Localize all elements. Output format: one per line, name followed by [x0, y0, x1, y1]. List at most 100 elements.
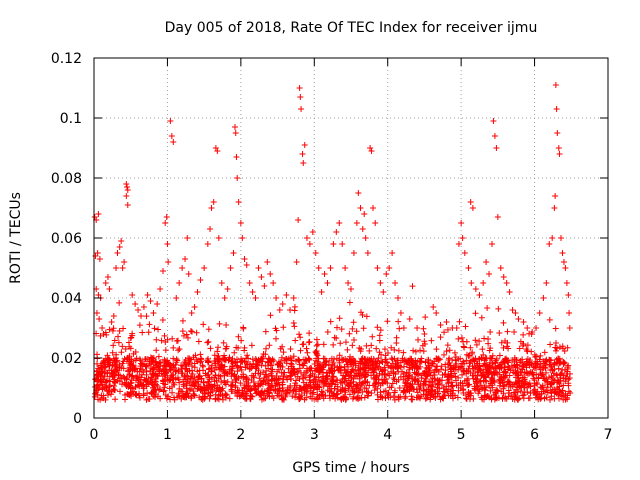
data-point	[296, 357, 303, 364]
data-point	[315, 355, 322, 362]
data-point	[377, 393, 384, 400]
data-point	[344, 381, 351, 388]
data-point	[280, 373, 287, 380]
data-points	[91, 82, 574, 403]
data-point	[483, 369, 490, 376]
data-point	[266, 372, 273, 379]
data-point	[346, 330, 353, 337]
data-point	[264, 259, 271, 265]
data-point	[306, 241, 313, 247]
x-tick-label: 7	[604, 427, 613, 443]
data-point	[400, 325, 407, 331]
data-point	[421, 331, 428, 337]
data-point	[241, 344, 248, 351]
data-point	[198, 375, 205, 382]
data-point	[465, 375, 472, 382]
data-point	[224, 286, 231, 292]
data-point	[247, 360, 254, 367]
data-point	[170, 380, 177, 387]
data-point	[129, 292, 136, 298]
data-point	[394, 295, 401, 301]
data-point	[291, 382, 298, 389]
data-point	[468, 279, 475, 286]
data-point	[444, 326, 451, 333]
data-point	[110, 355, 117, 362]
data-point	[294, 368, 301, 375]
data-point	[541, 364, 548, 371]
data-point	[168, 373, 175, 380]
data-point	[469, 349, 476, 356]
data-point	[406, 316, 413, 322]
data-point	[361, 384, 368, 391]
data-point	[161, 384, 168, 391]
data-point	[296, 396, 303, 403]
data-point	[137, 313, 144, 319]
data-point	[166, 396, 173, 403]
data-point	[187, 385, 194, 392]
data-point	[166, 385, 173, 392]
data-point	[215, 356, 222, 363]
data-point	[551, 395, 558, 402]
data-point	[481, 335, 488, 342]
data-point	[285, 365, 292, 372]
data-point	[478, 373, 485, 380]
data-point	[238, 373, 245, 380]
data-point	[303, 235, 310, 241]
data-point	[183, 394, 190, 401]
data-point	[127, 345, 134, 352]
data-point	[178, 388, 185, 395]
data-point	[412, 348, 419, 355]
data-point	[558, 235, 565, 241]
data-point	[438, 377, 445, 384]
data-point	[535, 375, 542, 382]
data-point	[272, 386, 279, 393]
data-point	[296, 331, 303, 338]
data-point	[375, 376, 382, 383]
data-point	[179, 328, 186, 335]
data-point	[109, 327, 116, 334]
data-point	[476, 338, 483, 345]
data-point	[515, 316, 522, 322]
data-point	[361, 211, 368, 217]
data-point	[146, 321, 153, 328]
data-point	[345, 363, 352, 370]
data-point	[169, 335, 176, 342]
data-point	[422, 381, 429, 388]
data-point	[231, 373, 238, 380]
data-point	[339, 241, 346, 247]
data-point	[191, 304, 198, 310]
x-tick-label: 6	[530, 427, 539, 443]
data-point	[364, 393, 371, 400]
data-point	[218, 280, 225, 286]
data-point	[472, 286, 479, 292]
data-point	[209, 362, 215, 369]
data-point	[473, 341, 480, 348]
data-point	[554, 130, 561, 136]
data-point	[497, 373, 504, 380]
data-point	[280, 349, 287, 356]
data-point	[311, 395, 318, 402]
data-point	[390, 393, 397, 400]
data-point	[476, 292, 483, 298]
data-point	[386, 384, 393, 391]
data-point	[119, 265, 126, 271]
data-point	[413, 363, 420, 370]
data-point	[306, 330, 313, 337]
data-point	[355, 389, 362, 396]
data-point	[297, 334, 304, 341]
data-point	[189, 375, 196, 382]
data-point	[91, 214, 98, 220]
data-point	[116, 244, 123, 250]
data-point	[95, 376, 102, 383]
data-point	[256, 375, 263, 382]
data-point	[233, 362, 240, 369]
data-point	[242, 364, 249, 371]
data-point	[484, 305, 491, 312]
data-point	[164, 241, 171, 247]
data-point	[197, 277, 204, 283]
data-point	[422, 391, 429, 398]
data-point	[172, 375, 179, 382]
data-point	[368, 342, 375, 349]
data-point	[356, 345, 363, 352]
data-point	[548, 393, 555, 400]
